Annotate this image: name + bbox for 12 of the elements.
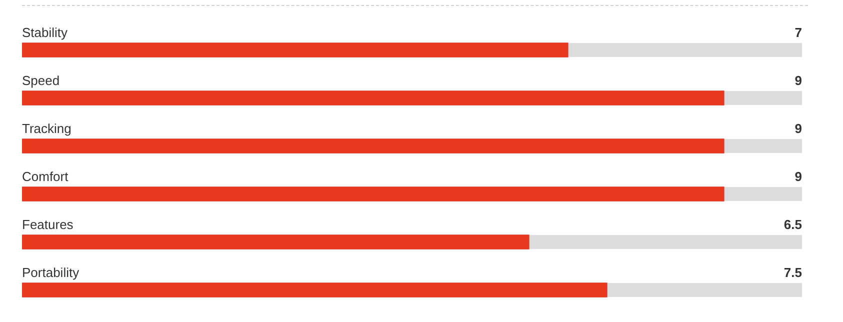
data-label: 6.5 <box>784 217 802 232</box>
data-label: 7 <box>794 25 802 40</box>
y-tick-label: Stability <box>22 25 68 40</box>
data-label: 9 <box>794 121 802 136</box>
y-tick-label: Portability <box>22 265 80 280</box>
y-tick-label: Speed <box>22 73 60 88</box>
data-label: 9 <box>794 73 802 88</box>
y-tick-label: Comfort <box>22 169 69 184</box>
data-label: 7.5 <box>784 265 802 280</box>
y-tick-label: Tracking <box>22 121 72 136</box>
data-label: 9 <box>794 169 802 184</box>
y-tick-label: Features <box>22 217 74 232</box>
